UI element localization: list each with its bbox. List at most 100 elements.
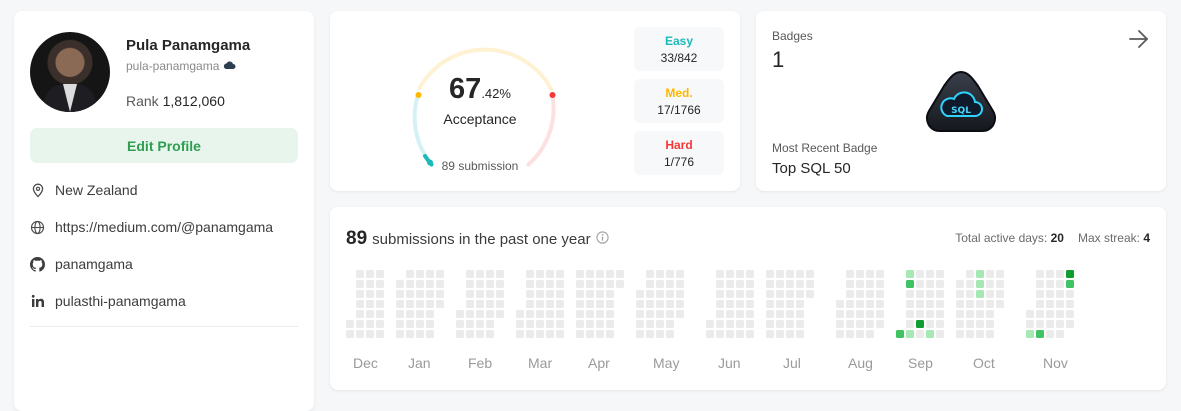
heatmap-cell[interactable] xyxy=(456,320,464,328)
heatmap-cell[interactable] xyxy=(476,290,484,298)
heatmap-cell[interactable] xyxy=(406,330,414,338)
heatmap-cell[interactable] xyxy=(576,270,584,278)
heatmap-cell[interactable] xyxy=(596,320,604,328)
heatmap-cell[interactable] xyxy=(936,280,944,288)
heatmap-cell[interactable] xyxy=(936,270,944,278)
heatmap-cell[interactable] xyxy=(906,320,914,328)
heatmap-cell[interactable] xyxy=(746,330,754,338)
heatmap-cell[interactable] xyxy=(496,290,504,298)
heatmap-cell[interactable] xyxy=(526,300,534,308)
heatmap-cell[interactable] xyxy=(1066,320,1074,328)
heatmap-cell[interactable] xyxy=(876,280,884,288)
heatmap-cell[interactable] xyxy=(786,300,794,308)
heatmap-cell[interactable] xyxy=(666,280,674,288)
difficulty-easy[interactable]: Easy 33/842 xyxy=(634,27,724,71)
heatmap-cell[interactable] xyxy=(666,330,674,338)
heatmap-cell[interactable] xyxy=(406,300,414,308)
heatmap-cell[interactable] xyxy=(526,320,534,328)
heatmap-cell[interactable] xyxy=(966,290,974,298)
sql-badge-icon[interactable]: SQL xyxy=(923,69,999,137)
heatmap-cell[interactable] xyxy=(996,290,1004,298)
heatmap-cell[interactable] xyxy=(616,270,624,278)
heatmap-cell[interactable] xyxy=(926,300,934,308)
heatmap-cell[interactable] xyxy=(916,330,924,338)
heatmap-cell[interactable] xyxy=(966,310,974,318)
heatmap-cell[interactable] xyxy=(956,300,964,308)
heatmap-cell[interactable] xyxy=(476,320,484,328)
heatmap-cell[interactable] xyxy=(406,310,414,318)
heatmap-cell[interactable] xyxy=(356,320,364,328)
heatmap-cell[interactable] xyxy=(736,330,744,338)
heatmap-cell[interactable] xyxy=(526,280,534,288)
heatmap-cell[interactable] xyxy=(766,320,774,328)
heatmap-cell[interactable] xyxy=(916,270,924,278)
heatmap-cell[interactable] xyxy=(426,290,434,298)
heatmap-cell[interactable] xyxy=(726,300,734,308)
heatmap-cell[interactable] xyxy=(786,320,794,328)
heatmap-cell[interactable] xyxy=(1036,310,1044,318)
heatmap-cell[interactable] xyxy=(876,310,884,318)
heatmap-cell[interactable] xyxy=(466,310,474,318)
heatmap-cell[interactable] xyxy=(906,290,914,298)
heatmap-cell[interactable] xyxy=(416,290,424,298)
heatmap-cell[interactable] xyxy=(466,280,474,288)
heatmap-cell[interactable] xyxy=(936,290,944,298)
heatmap-cell[interactable] xyxy=(906,330,914,338)
heatmap-cell[interactable] xyxy=(706,320,714,328)
heatmap-cell[interactable] xyxy=(726,270,734,278)
heatmap-cell[interactable] xyxy=(476,300,484,308)
heatmap-cell[interactable] xyxy=(556,320,564,328)
heatmap-cell[interactable] xyxy=(366,330,374,338)
heatmap-cell[interactable] xyxy=(606,320,614,328)
heatmap-cell[interactable] xyxy=(546,320,554,328)
heatmap-cell[interactable] xyxy=(456,310,464,318)
heatmap-cell[interactable] xyxy=(1026,310,1034,318)
heatmap-cell[interactable] xyxy=(786,310,794,318)
heatmap-cell[interactable] xyxy=(926,270,934,278)
heatmap-cell[interactable] xyxy=(746,280,754,288)
heatmap-cell[interactable] xyxy=(676,290,684,298)
heatmap-cell[interactable] xyxy=(986,270,994,278)
heatmap-cell[interactable] xyxy=(516,330,524,338)
heatmap-cell[interactable] xyxy=(1046,300,1054,308)
heatmap-cell[interactable] xyxy=(576,280,584,288)
heatmap-cell[interactable] xyxy=(866,290,874,298)
heatmap-cell[interactable] xyxy=(866,270,874,278)
heatmap-cell[interactable] xyxy=(546,310,554,318)
heatmap-cell[interactable] xyxy=(776,300,784,308)
heatmap-cell[interactable] xyxy=(936,320,944,328)
heatmap-cell[interactable] xyxy=(496,270,504,278)
heatmap-cell[interactable] xyxy=(796,330,804,338)
heatmap-cell[interactable] xyxy=(586,300,594,308)
heatmap-cell[interactable] xyxy=(556,280,564,288)
heatmap-cell[interactable] xyxy=(906,280,914,288)
heatmap-cell[interactable] xyxy=(956,290,964,298)
heatmap-cell[interactable] xyxy=(876,320,884,328)
heatmap-cell[interactable] xyxy=(776,270,784,278)
heatmap-cell[interactable] xyxy=(416,300,424,308)
heatmap-cell[interactable] xyxy=(416,320,424,328)
heatmap-cell[interactable] xyxy=(606,310,614,318)
heatmap-cell[interactable] xyxy=(846,300,854,308)
heatmap-cell[interactable] xyxy=(956,330,964,338)
heatmap-cell[interactable] xyxy=(796,300,804,308)
heatmap-cell[interactable] xyxy=(426,280,434,288)
heatmap-cell[interactable] xyxy=(466,330,474,338)
heatmap-cell[interactable] xyxy=(786,290,794,298)
heatmap-cell[interactable] xyxy=(796,290,804,298)
heatmap-cell[interactable] xyxy=(806,280,814,288)
heatmap-cell[interactable] xyxy=(736,320,744,328)
heatmap-cell[interactable] xyxy=(1046,280,1054,288)
edit-profile-button[interactable]: Edit Profile xyxy=(30,128,298,163)
heatmap-cell[interactable] xyxy=(866,300,874,308)
heatmap-cell[interactable] xyxy=(356,280,364,288)
heatmap-cell[interactable] xyxy=(486,310,494,318)
heatmap-cell[interactable] xyxy=(546,280,554,288)
heatmap-cell[interactable] xyxy=(546,290,554,298)
heatmap-cell[interactable] xyxy=(486,320,494,328)
heatmap-cell[interactable] xyxy=(436,290,444,298)
heatmap-cell[interactable] xyxy=(936,310,944,318)
heatmap-cell[interactable] xyxy=(656,280,664,288)
heatmap-cell[interactable] xyxy=(716,320,724,328)
heatmap-cell[interactable] xyxy=(776,280,784,288)
